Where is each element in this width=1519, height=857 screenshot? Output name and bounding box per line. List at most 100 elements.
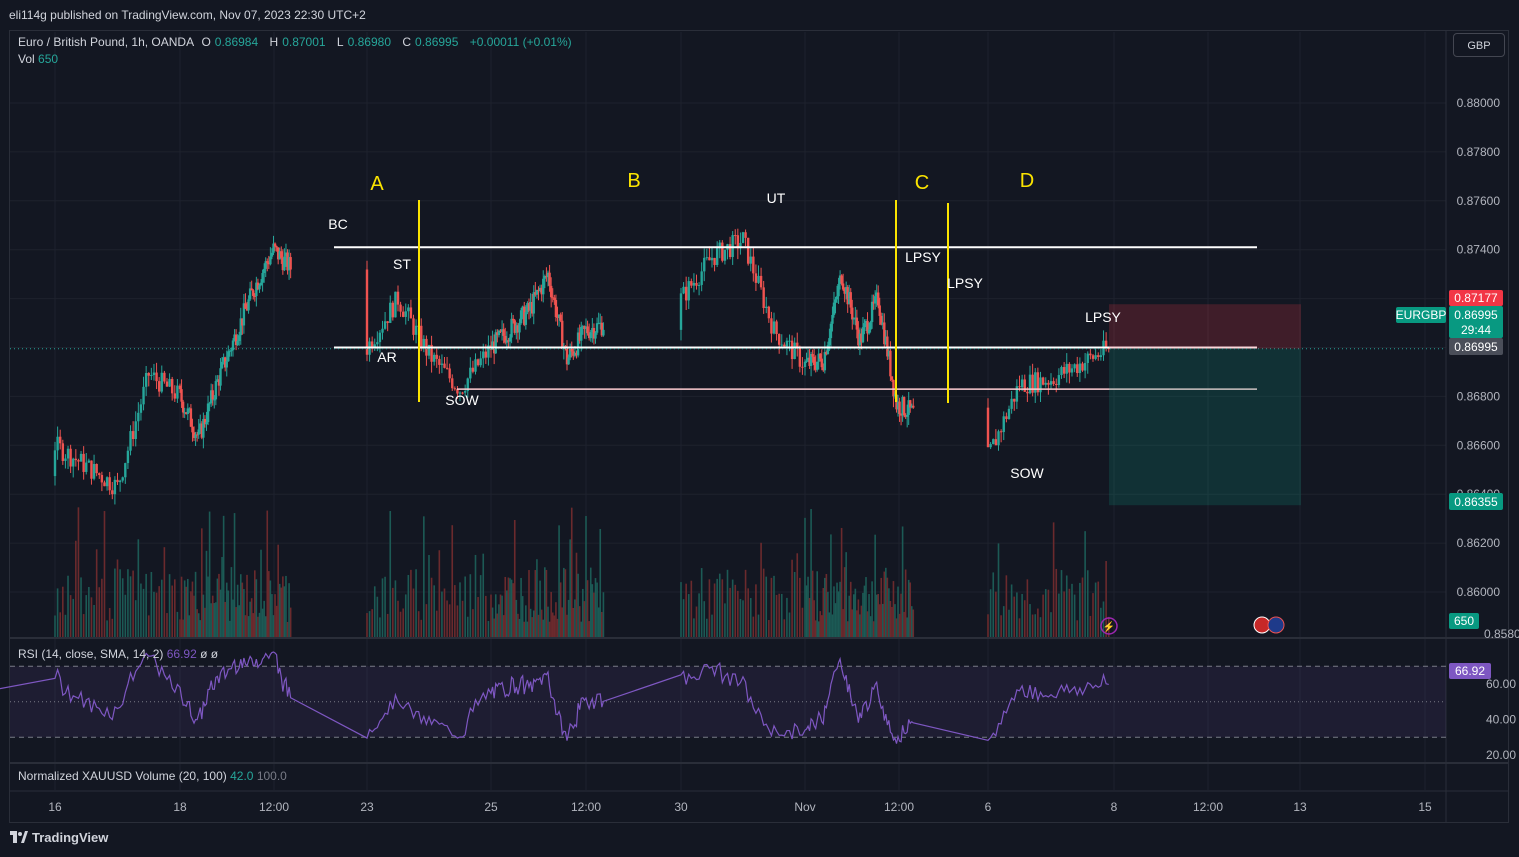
candle-body <box>870 301 874 323</box>
volume-bar <box>724 603 726 637</box>
volume-bar <box>1058 593 1060 637</box>
candle-body <box>1041 377 1045 385</box>
candle-body <box>266 261 269 263</box>
candle-body <box>192 432 196 438</box>
volume-bar <box>191 581 194 637</box>
svg-text:650: 650 <box>1454 614 1474 628</box>
top-bar: eli114g published on TradingView.com, No… <box>0 0 1519 30</box>
phase-label-a: A <box>370 173 384 195</box>
candle-body <box>1010 398 1013 409</box>
candle-body <box>829 323 833 339</box>
volume-bar <box>561 607 564 637</box>
volume-bar <box>518 618 521 637</box>
rsi-line <box>0 651 1109 744</box>
candle-body <box>545 276 548 278</box>
volume-bar <box>903 611 905 637</box>
volume-bar <box>1023 600 1026 637</box>
volume-bar <box>687 594 690 637</box>
volume-bar <box>201 528 203 637</box>
nx-volume-legend[interactable]: Normalized XAUUSD Volume (20, 100) 42.0 … <box>18 769 287 783</box>
candle-body <box>749 256 752 264</box>
symbol-legend[interactable]: Euro / British Pound, 1h, OANDA O 0.86984… <box>18 35 576 49</box>
volume-bar <box>244 615 247 637</box>
volume-bar <box>472 609 474 637</box>
candle-body <box>157 381 161 392</box>
candle-body <box>448 368 451 379</box>
volume-bar <box>386 613 389 637</box>
volume-bar <box>842 609 844 637</box>
candle-body <box>269 256 272 265</box>
volume-bar <box>1068 588 1071 637</box>
volume-bar <box>236 584 239 637</box>
candle-body <box>687 281 690 301</box>
candle-body <box>811 354 814 357</box>
candle-body <box>718 242 721 249</box>
candle-body <box>679 293 683 330</box>
volume-bar <box>493 618 495 637</box>
candle-body <box>261 273 264 283</box>
candle-body <box>746 237 750 264</box>
time-tick-label: 12:00 <box>884 800 914 814</box>
volume-bar <box>254 570 256 637</box>
volume-bar <box>121 578 124 637</box>
candle-body <box>471 367 475 372</box>
volume-bar <box>402 608 404 637</box>
nx-volume-value: 42.0 <box>230 769 254 783</box>
candle-body <box>820 358 823 368</box>
chart-panel[interactable] <box>9 30 1509 823</box>
candle-body <box>546 272 550 278</box>
rsi-tick-label: 20.00 <box>1486 748 1516 762</box>
time-tick-label: 15 <box>1418 800 1432 814</box>
candle-body <box>869 322 872 330</box>
candle-body <box>1049 381 1053 385</box>
candle-body <box>401 311 405 317</box>
candle-body <box>527 303 531 311</box>
candle-body <box>500 329 504 332</box>
candle-body <box>142 386 145 405</box>
volume-bar <box>272 615 275 637</box>
volume-bar <box>901 526 904 637</box>
price-tick-label: 0.88000 <box>1457 96 1501 110</box>
volume-legend[interactable]: Vol 650 <box>18 52 58 66</box>
candle-body <box>521 306 524 311</box>
volume-bar <box>502 615 505 637</box>
volume-bar <box>1060 570 1063 637</box>
candle-body <box>543 276 547 279</box>
volume-bar <box>443 588 446 637</box>
candle-body <box>202 418 205 438</box>
volume-bar <box>288 583 290 637</box>
volume-bar <box>700 568 703 637</box>
open-label: O <box>201 35 211 49</box>
event-icons: ⚡ <box>1100 616 1285 635</box>
candle-body <box>902 397 906 416</box>
volume-bar <box>119 569 121 637</box>
candle-body <box>875 292 878 297</box>
currency-button[interactable]: GBP <box>1453 33 1505 57</box>
candle-body <box>700 271 703 285</box>
volume-bar <box>830 534 832 637</box>
volume-bar <box>506 590 508 637</box>
candle-body <box>530 301 534 314</box>
footer-brand[interactable]: TradingView <box>10 830 108 845</box>
volume-bar <box>433 585 435 637</box>
candle-body <box>234 334 238 346</box>
volume-bar <box>556 618 559 637</box>
candle-body <box>206 403 210 423</box>
time-tick-label: 25 <box>484 800 498 814</box>
volume-bar <box>501 595 503 637</box>
candle-body <box>594 332 597 339</box>
rsi-legend[interactable]: RSI (14, close, SMA, 14, 2) 66.92 ø ø <box>18 647 218 661</box>
candle-body <box>1034 372 1037 393</box>
volume-bar <box>446 600 448 637</box>
candle-body <box>404 311 407 317</box>
candle-body <box>1089 353 1092 356</box>
volume-bar <box>171 585 173 637</box>
candle-body <box>231 340 235 351</box>
candle-body <box>822 367 825 371</box>
candle-body <box>510 318 513 338</box>
volume-bar <box>137 539 140 637</box>
volume-bar <box>889 600 892 637</box>
candle-body <box>469 367 472 379</box>
volume-bar <box>142 588 145 637</box>
